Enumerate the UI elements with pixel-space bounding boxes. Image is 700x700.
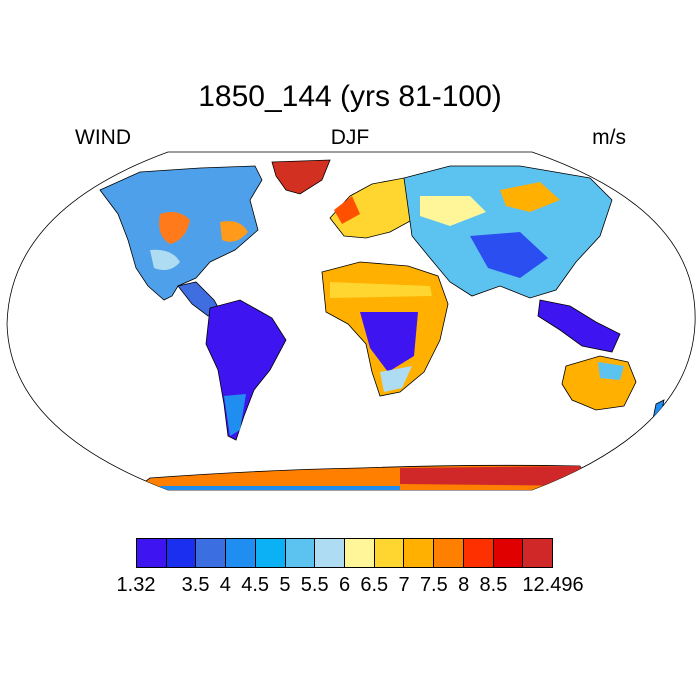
antarctica-blue [160, 486, 400, 490]
colorbar-box [493, 539, 524, 567]
colorbar [136, 538, 553, 568]
colorbar-label: 5.5 [300, 574, 329, 596]
colorbar-box [255, 539, 286, 567]
colorbar-label: 8.5 [479, 574, 508, 596]
africa-yellow [330, 282, 432, 298]
colorbar-box [345, 539, 375, 567]
colorbar-box [404, 539, 435, 567]
map-title: 1850_144 (yrs 81-100) [198, 80, 502, 113]
sa-south [224, 394, 246, 436]
colorbar-labels: 1.32 3.5 4 4.5 5 5.5 6 6.5 7 7.5 8 8.5 12.496 [0, 574, 700, 600]
colorbar-box [196, 539, 227, 567]
colorbar-box [285, 539, 316, 567]
colorbar-label: 6.5 [360, 574, 389, 596]
variable-label: WIND [75, 126, 131, 149]
colorbar-box [315, 539, 346, 567]
africa-light [380, 366, 412, 392]
asia-yellow [420, 196, 486, 226]
greenland [271, 159, 331, 195]
colorbar-label: 3.5 [181, 574, 210, 596]
australia-light [598, 362, 624, 380]
europe-red [334, 196, 360, 224]
colorbar-label: 8 [458, 574, 470, 596]
colorbar-box [463, 539, 494, 567]
africa-blue [360, 312, 418, 372]
units-label: m/s [592, 126, 626, 149]
season-label: DJF [330, 126, 370, 149]
colorbar-box [374, 539, 405, 567]
se-asia [537, 299, 621, 353]
colorbar-label: 1.32 [116, 574, 156, 596]
colorbar-label: 12.496 [522, 574, 584, 596]
colorbar-box [434, 539, 464, 567]
colorbar-box [166, 539, 197, 567]
colorbar-label: 5 [279, 574, 291, 596]
colorbar-label: 7 [398, 574, 410, 596]
na-hot-east [220, 221, 248, 242]
na-hot [159, 212, 190, 244]
asia-orange [500, 182, 560, 212]
colorbar-label: 6 [338, 574, 351, 596]
colorbar-box [226, 539, 256, 567]
colorbar-box [523, 539, 553, 567]
colorbar-box [137, 539, 167, 567]
na-light [150, 249, 180, 270]
asia-blue [470, 232, 548, 278]
antarctica-red [400, 466, 590, 486]
colorbar-label: 4.5 [241, 574, 270, 596]
colorbar-label: 4 [219, 574, 231, 596]
colorbar-label: 7.5 [419, 574, 448, 596]
